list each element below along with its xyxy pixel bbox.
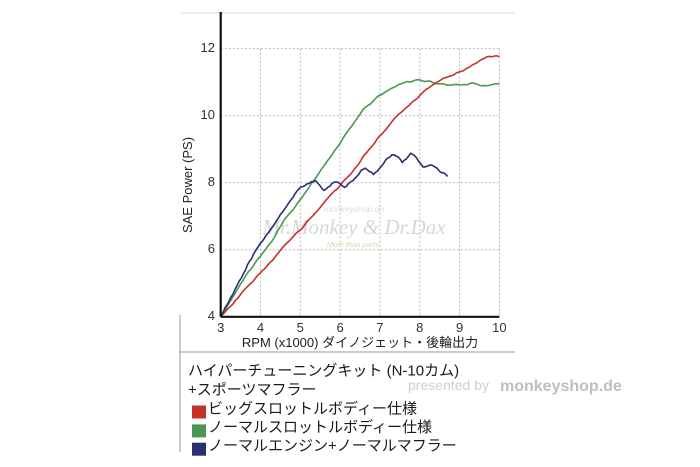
svg-text:Mr.Monkey & Dr.Dax: Mr.Monkey & Dr.Dax xyxy=(261,215,446,239)
svg-text:7: 7 xyxy=(376,320,383,335)
svg-text:6: 6 xyxy=(336,320,343,335)
svg-text:RPM (x1000) ダイノジェット・後輪出力: RPM (x1000) ダイノジェット・後輪出力 xyxy=(242,335,478,350)
svg-text:ノーマルスロットルボディー仕様: ノーマルスロットルボディー仕様 xyxy=(208,418,432,436)
svg-text:ノーマルエンジン+ノーマルマフラー: ノーマルエンジン+ノーマルマフラー xyxy=(208,438,457,455)
svg-text:4: 4 xyxy=(208,308,215,323)
svg-text:12: 12 xyxy=(201,40,215,55)
svg-text:More than parts.: More than parts. xyxy=(327,240,382,249)
svg-text:monkeyshop.de: monkeyshop.de xyxy=(500,378,622,395)
svg-text:+スポーツマフラー: +スポーツマフラー xyxy=(188,382,316,399)
svg-text:3: 3 xyxy=(217,320,224,335)
svg-text:5: 5 xyxy=(297,320,304,335)
svg-text:8: 8 xyxy=(208,174,215,189)
svg-text:6: 6 xyxy=(208,241,215,256)
svg-text:SAE Power (PS): SAE Power (PS) xyxy=(180,137,195,233)
svg-text:presented by: presented by xyxy=(408,377,489,393)
svg-text:4: 4 xyxy=(257,320,264,335)
svg-text:ビッグスロットルボディー仕様: ビッグスロットルボディー仕様 xyxy=(208,399,417,417)
svg-text:10: 10 xyxy=(492,320,506,335)
svg-text:10: 10 xyxy=(201,107,215,122)
svg-text:8: 8 xyxy=(416,320,423,335)
svg-text:monkeyshop.de: monkeyshop.de xyxy=(324,204,384,214)
svg-text:9: 9 xyxy=(456,320,463,335)
